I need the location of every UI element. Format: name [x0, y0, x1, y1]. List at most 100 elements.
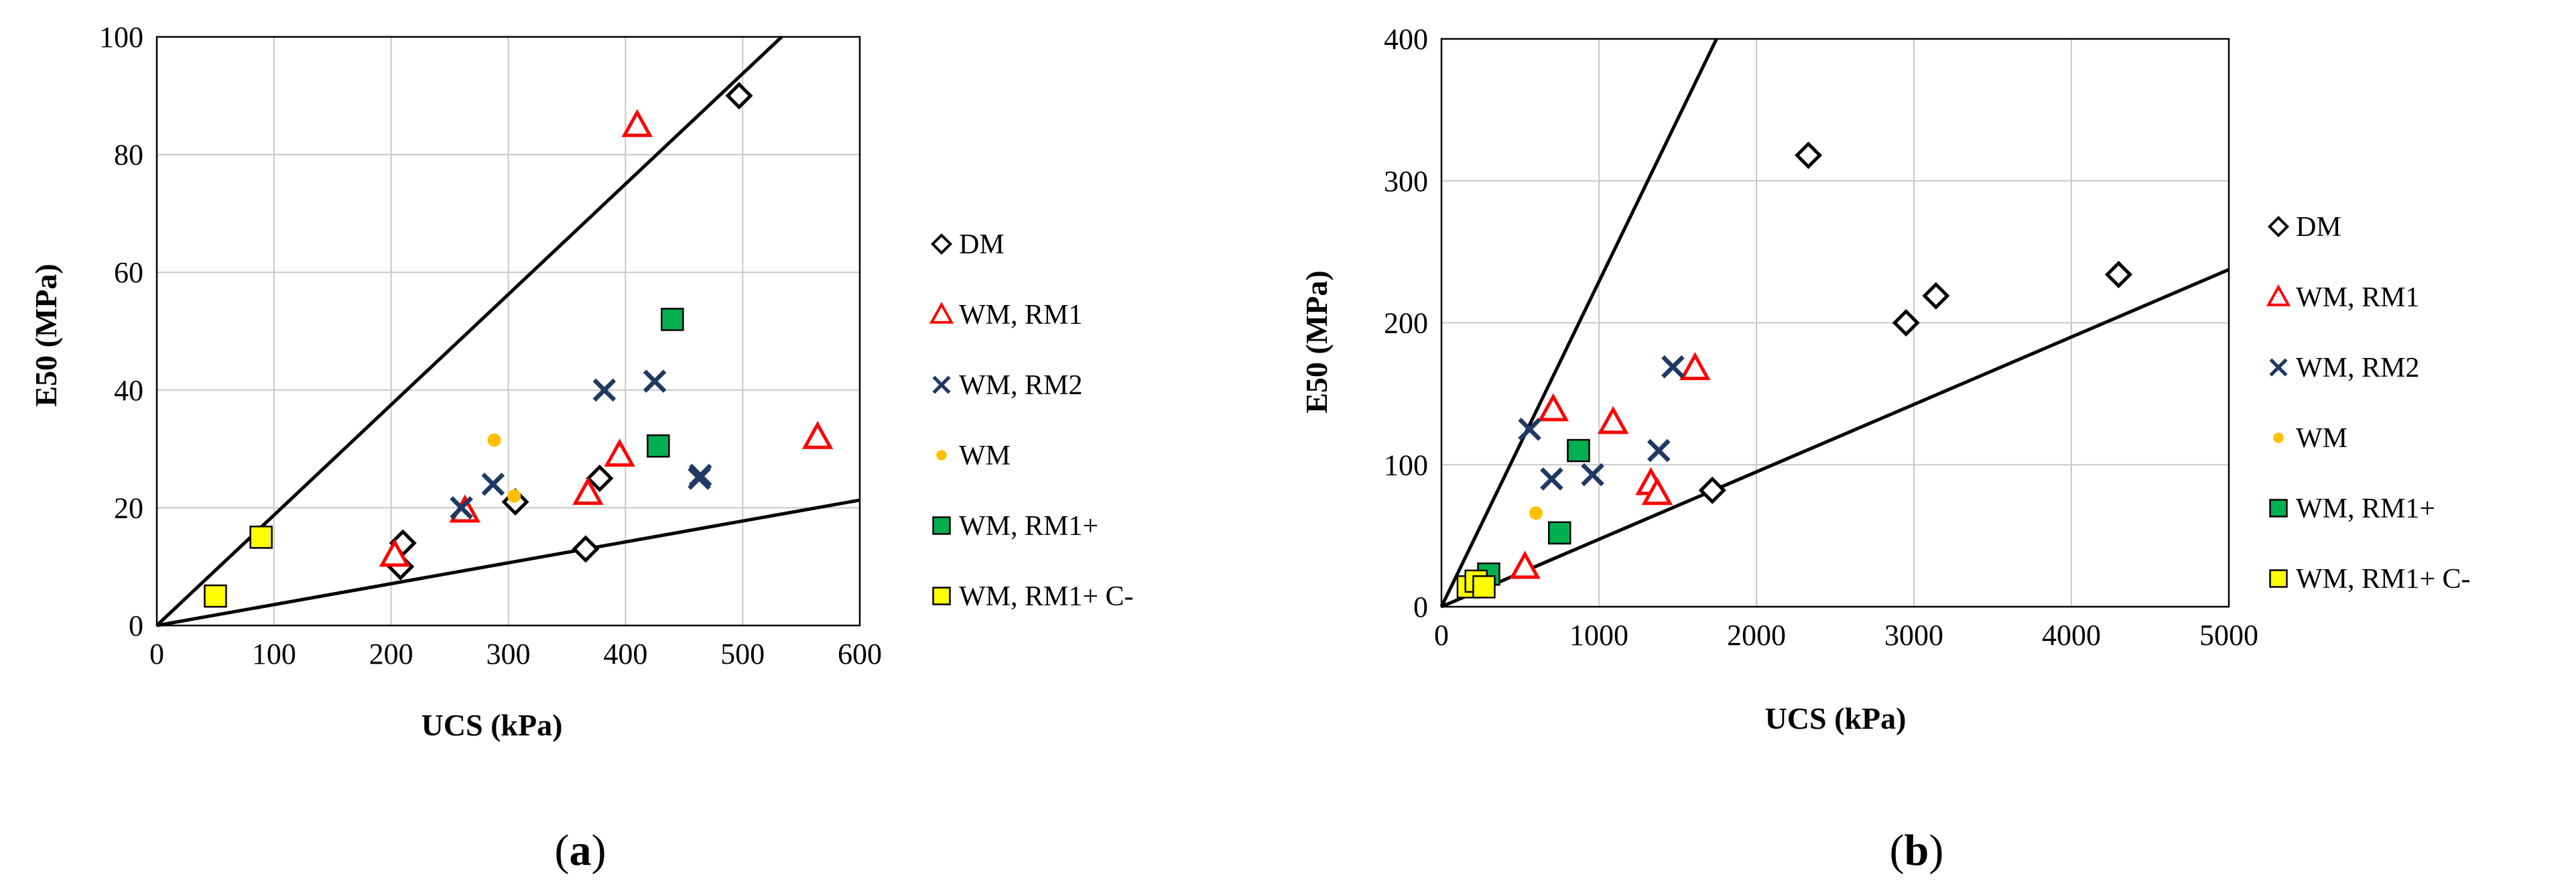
chart-b-x-axis-label: UCS (kPa)	[1765, 701, 1907, 735]
chart-b-y-tick-label: 0	[1413, 591, 1428, 623]
chart-a-point-wm-rm1	[621, 109, 653, 137]
chart-a-legend-label-wm-rm2: WM, RM2	[959, 370, 1082, 401]
chart-b-point-dm	[2104, 260, 2133, 289]
chart-a-point-wm-rm2	[481, 472, 505, 496]
chart-b-legend-marker-dm	[2267, 215, 2290, 238]
chart-a-point-wm	[507, 489, 521, 503]
chart-b-legend-label-wm-rm1: WM, RM1	[2296, 282, 2419, 313]
chart-a-y-tick-label: 20	[114, 491, 143, 524]
chart-b-x-tick-label: 0	[1434, 619, 1449, 652]
chart-b-y-tick-label: 100	[1384, 449, 1428, 481]
chart-a-point-wm-rm2	[592, 378, 617, 402]
chart-b-point-wm	[1529, 506, 1543, 520]
chart-a-y-tick-label: 0	[129, 609, 143, 642]
chart-b-point-wm-rm1	[1597, 406, 1629, 434]
chart-a-y-tick-label: 60	[114, 256, 143, 289]
chart-b-point-wm-rm2	[1661, 355, 1685, 379]
chart-a-legend-label-wm-rm1-c: WM, RM1+ C-	[959, 581, 1134, 612]
chart-b-x-tick-label: 5000	[2199, 619, 2258, 652]
chart-a-x-tick-label: 100	[252, 638, 296, 670]
chart-a-legend-label-wm-rm1: WM, RM1+	[959, 511, 1098, 542]
chart-a-x-tick-label: 200	[369, 638, 413, 670]
chart-b-x-tick-label: 1000	[1569, 619, 1628, 652]
chart-a-point-wm-rm2	[450, 496, 473, 520]
chart-b-legend-marker-wm-rm1-c	[2269, 569, 2288, 588]
chart-a-y-tick-label: 80	[114, 139, 143, 172]
chart-a-point-wm-rm2	[688, 463, 712, 487]
chart-b-legend-marker-wm	[2273, 432, 2284, 443]
chart-a-point-wm-rm1	[661, 308, 684, 331]
chart-a-point-wm-rm1-c	[204, 584, 227, 608]
chart-b-y-tick-label: 400	[1384, 23, 1428, 56]
chart-b-legend-label-dm: DM	[2296, 212, 2341, 243]
chart-a-y-axis-label: E50 (MPa)	[29, 263, 63, 406]
chart-a-x-axis-label: UCS (kPa)	[422, 708, 563, 742]
chart-a-legend-label-dm: DM	[959, 229, 1005, 260]
chart-b-point-wm-rm1	[1548, 521, 1571, 545]
chart-a: 0 100 200 300 400 500 600 0 20 40 60 80 100 UCS (kP…	[29, 21, 1134, 875]
chart-b-point-dm	[1698, 476, 1726, 504]
chart-b-point-wm-rm1	[1641, 477, 1673, 505]
chart-a-plot-frame	[155, 36, 861, 627]
chart-b-panel-letter: b	[1905, 826, 1929, 875]
chart-b-legend-label-wm: WM	[2296, 423, 2347, 454]
chart-b-point-wm-rm2	[1518, 418, 1541, 441]
chart-a-legend-marker-wm-rm1	[929, 302, 954, 324]
chart-a-y-tick-label: 100	[99, 21, 143, 54]
chart-a-point-wm	[487, 433, 501, 447]
chart-a-legend: DM WM, RM1 WM, RM2 WM WM, RM1+ WM, RM1+ C-	[929, 229, 1134, 612]
chart-b-legend: DM WM, RM1 WM, RM2 WM WM, RM1+ WM, RM1+ C-	[2266, 212, 2471, 595]
chart-a-legend-marker-wm	[936, 450, 947, 461]
chart-b-point-wm-rm2	[1540, 467, 1563, 491]
chart-b-legend-marker-wm-rm2	[2269, 358, 2288, 377]
chart-b-y-tick-labels: 0 100 200 300 400	[1384, 23, 1428, 623]
chart-a-x-tick-label: 500	[720, 638, 765, 670]
chart-b: 0 1000 2000 3000 4000 5000 0 100 200 300 400 UCS …	[1299, 23, 2471, 875]
chart-b-point-dm	[1922, 282, 1950, 310]
chart-b-point-dm	[1795, 141, 1823, 170]
chart-b-point-wm-rm1	[1567, 438, 1590, 463]
chart-a-point-wm-rm1-c	[249, 526, 273, 549]
chart-a-panel-close: )	[592, 826, 606, 875]
chart-b-point-wm-rm1	[1537, 393, 1569, 422]
chart-b-upper-bound-line	[1439, 38, 1718, 608]
chart-a-lower-bound-line	[156, 498, 860, 628]
chart-a-x-tick-label: 300	[487, 638, 531, 670]
chart-b-legend-label-wm-rm2: WM, RM2	[2296, 353, 2419, 383]
chart-a-point-wm-rm1	[801, 420, 834, 449]
chart-a-legend-marker-wm-rm1	[932, 516, 951, 535]
chart-a-point-wm-rm1	[647, 434, 670, 458]
chart-a-point-wm-rm1	[604, 438, 635, 467]
chart-a-x-tick-labels: 0 100 200 300 400 500 600	[149, 638, 882, 670]
chart-b-point-wm-rm1	[1509, 550, 1541, 579]
chart-a-point-wm-rm1	[572, 477, 604, 505]
chart-b-point-wm-rm1-c	[1472, 575, 1496, 599]
chart-b-x-tick-labels: 0 1000 2000 3000 4000 5000	[1434, 619, 2258, 652]
chart-b-y-tick-label: 200	[1384, 307, 1428, 340]
chart-b-legend-label-wm-rm1-c: WM, RM1+ C-	[2296, 564, 2471, 595]
chart-b-x-tick-label: 3000	[1884, 619, 1943, 652]
chart-a-data-points	[204, 82, 834, 608]
chart-a-legend-marker-dm	[930, 233, 953, 255]
chart-b-legend-marker-wm-rm1	[2269, 499, 2288, 518]
chart-a-point-dm	[572, 535, 600, 563]
chart-a-legend-label-wm-rm1: WM, RM1	[959, 300, 1082, 331]
chart-b-panel-open: (	[1890, 826, 1905, 875]
chart-a-panel-letter: a	[570, 826, 592, 875]
chart-a-point-dm	[725, 82, 753, 110]
chart-a-point-wm-rm2	[643, 369, 667, 393]
chart-b-point-dm	[1892, 308, 1920, 337]
chart-a-x-tick-label: 0	[149, 638, 164, 670]
chart-b-point-wm-rm2	[1581, 463, 1604, 487]
chart-a-x-tick-label: 400	[603, 638, 647, 670]
chart-b-plot-frame	[1440, 38, 2230, 608]
chart-a-x-tick-label: 600	[838, 638, 882, 670]
chart-b-bound-lines	[1439, 38, 2230, 609]
chart-b-point-wm-rm1	[1679, 352, 1711, 380]
chart-b-legend-marker-wm-rm1	[2266, 284, 2291, 306]
chart-b-panel-close: )	[1929, 826, 1943, 875]
chart-a-y-tick-label: 40	[114, 374, 143, 407]
chart-b-y-axis-label: E50 (MPa)	[1299, 270, 1334, 413]
chart-a-point-dm	[586, 464, 614, 493]
